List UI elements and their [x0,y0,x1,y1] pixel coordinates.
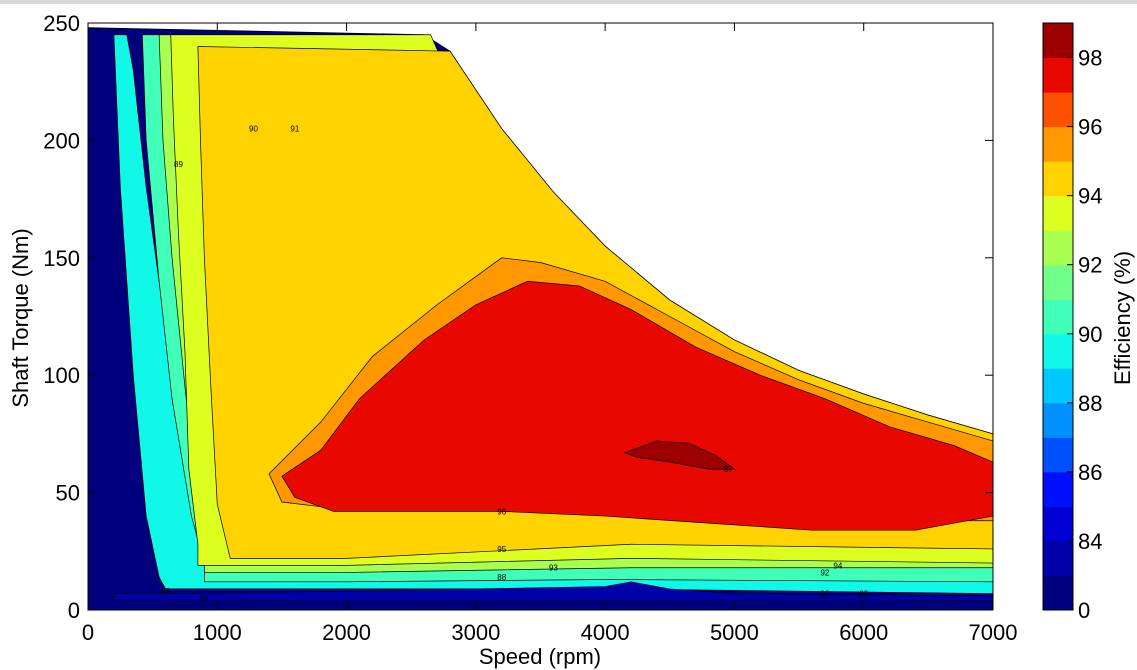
contour-region-83 [113,581,993,601]
y-tick-label: 150 [43,246,80,271]
colorbar-frame [1042,22,1074,611]
colorbar-swatch [1043,23,1073,59]
contour-label: 94 [833,561,842,570]
colorbar-label: Efficiency (%) [1110,251,1135,385]
colorbar-swatch [1043,402,1073,438]
contour-label: 87 [724,465,733,474]
x-tick-label: 4000 [581,620,630,645]
contour-label: 88 [497,573,506,582]
colorbar-swatch [1043,195,1073,231]
colorbar-tick-label: 90 [1078,322,1102,347]
y-tick-label: 250 [43,11,80,36]
colorbar-tick-label: 94 [1078,184,1102,209]
colorbar-tick-label: 0 [1078,598,1090,623]
colorbar-swatch [1043,368,1073,404]
x-tick-label: 0 [82,620,94,645]
contour-region-96 [281,280,993,531]
y-tick-label: 200 [43,128,80,153]
colorbar-swatch [1043,299,1073,335]
colorbar-tick-label: 84 [1078,529,1102,554]
x-axis-label: Speed (rpm) [479,644,601,669]
colorbar-swatch [1043,92,1073,128]
colorbar-swatch [1043,506,1073,542]
colorbar-swatch [1043,333,1073,369]
x-tick-label: 2000 [322,620,371,645]
colorbar-swatch [1043,540,1073,576]
contour-label: 92 [820,590,829,599]
x-tick-label: 7000 [969,620,1018,645]
colorbar: 0 84 86 88 90 92 94 96 98 [1042,22,1102,623]
contour-label: 90 [249,125,258,134]
contour-label: 95 [497,545,506,554]
contour-label: 89 [161,587,170,596]
colorbar-swatch [1043,126,1073,162]
colorbar-tick-label: 96 [1078,115,1102,140]
colorbar-swatch [1043,57,1073,93]
contour-label-group: 89 89 85 90 91 88 95 93 96 92 94 92 83 87 [161,125,869,604]
contour-label: 93 [549,564,558,573]
contour-label: 83 [859,590,868,599]
contour-region-97 [623,440,736,470]
colorbar-swatch [1043,161,1073,197]
y-axis-label: Shaft Torque (Nm) [8,228,33,407]
plot-frame [87,22,994,611]
contour-label: 91 [290,125,299,134]
contour-label: 89 [174,160,183,169]
contour-label: 92 [820,568,829,577]
y-axis: 0 50 100 150 200 250 [43,11,993,623]
colorbar-tick-label: 92 [1078,253,1102,278]
colorbar-swatch [1043,437,1073,473]
y-tick-label: 0 [68,598,80,623]
colorbar-tick-label: 86 [1078,460,1102,485]
window-top-strip [0,0,1137,4]
contour-label: 85 [200,594,209,603]
x-tick-label: 1000 [193,620,242,645]
contour-label: 96 [497,507,506,516]
colorbar-swatch [1043,230,1073,266]
colorbar-tick-label: 98 [1078,46,1102,71]
contour-fill-group [88,27,993,610]
x-tick-label: 3000 [451,620,500,645]
x-tick-label: 5000 [710,620,759,645]
colorbar-swatch [1043,575,1073,611]
x-axis: 0 1000 2000 3000 4000 5000 6000 7000 [82,23,1018,645]
y-tick-label: 100 [43,363,80,388]
colorbar-swatch [1043,471,1073,507]
y-tick-label: 50 [56,481,80,506]
x-tick-label: 6000 [839,620,888,645]
colorbar-tick-label: 88 [1078,391,1102,416]
colorbar-swatch [1043,264,1073,300]
